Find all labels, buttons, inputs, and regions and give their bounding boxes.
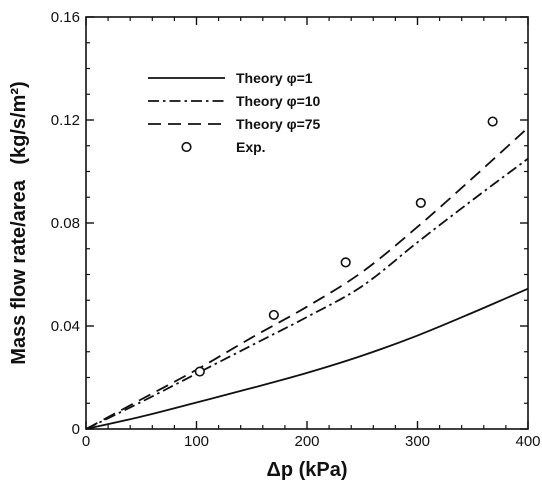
exp-data-point <box>268 309 279 321</box>
axis-tick-labels: 0 100 200 300 400 0 0.04 0.08 0.12 0.16 <box>51 9 541 450</box>
y-axis-title: Mass flow rate/area (kg/s/m²) <box>8 81 30 364</box>
y-tick-label: 0 <box>72 421 80 438</box>
legend-label: Exp. <box>236 139 266 155</box>
experiment-markers <box>194 116 498 377</box>
x-axis-title: Δp (kPa) <box>266 459 347 481</box>
theory-phi-75-line <box>85 127 529 430</box>
x-tick-label: 400 <box>515 433 540 450</box>
axis-ticks <box>85 16 529 430</box>
legend: Theory φ=1 Theory φ=10 Theory φ=75 Exp. <box>148 70 321 155</box>
y-axis-title-main: Mass flow rate/area <box>8 179 30 364</box>
exp-data-point <box>415 197 426 209</box>
theory-phi-1-line <box>85 287 529 430</box>
legend-label: Theory φ=75 <box>236 116 321 132</box>
exp-data-point <box>340 257 351 268</box>
exp-data-point <box>487 116 498 127</box>
y-tick-label: 0.16 <box>51 9 80 26</box>
y-tick-label: 0.04 <box>51 318 80 335</box>
y-axis-title-unit: (kg/s/m²) <box>8 81 30 164</box>
y-tick-label: 0.12 <box>51 112 80 129</box>
theory-phi-10-line <box>85 157 529 430</box>
axis-titles: Δp (kPa) Mass flow rate/area (kg/s/m²) <box>8 81 348 481</box>
x-tick-label: 0 <box>82 433 90 450</box>
series-lines <box>85 127 529 430</box>
x-tick-label: 200 <box>294 433 319 450</box>
x-tick-label: 300 <box>405 433 430 450</box>
legend-label: Theory φ=10 <box>236 93 321 109</box>
exp-data-point <box>194 366 205 377</box>
legend-label: Theory φ=1 <box>236 70 313 86</box>
y-tick-label: 0.08 <box>51 215 80 232</box>
x-tick-label: 100 <box>184 433 209 450</box>
legend-marker-exp <box>181 141 192 153</box>
